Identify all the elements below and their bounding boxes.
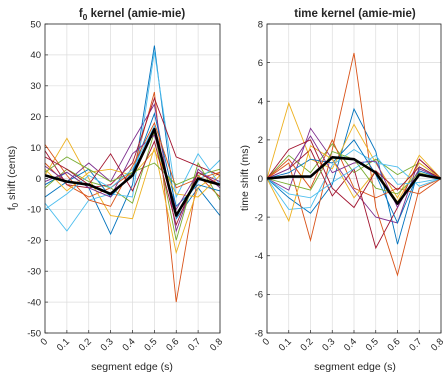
f0-series-line-7 xyxy=(44,96,221,189)
f0-y-tick-label: 0 xyxy=(36,174,41,185)
time-y-tick-label: -6 xyxy=(255,290,263,301)
f0-y-tick-label: -30 xyxy=(27,267,41,278)
time-series-line-11 xyxy=(266,135,442,209)
f0-y-tick-label: 20 xyxy=(30,112,41,123)
time-series-line-10 xyxy=(266,145,442,223)
f0-y-tick-label: -40 xyxy=(27,297,41,308)
time-x-tick-label: 0 xyxy=(261,336,273,348)
f0-y-tick-label: 10 xyxy=(30,143,41,154)
f0-series-line-11 xyxy=(44,134,221,211)
time-series-line-2 xyxy=(266,52,442,277)
f0-x-tick-label: 0.6 xyxy=(164,336,181,353)
f0-x-axis-label: segment edge (s) xyxy=(91,361,173,373)
time-plot-title: time kernel (amie-mie) xyxy=(294,8,416,20)
f0-y-tick-labels: -50 -40 -30 -20 -10 0 10 20 30 40 50 xyxy=(27,19,41,339)
time-x-tick-labels: 0 0.1 0.2 0.3 0.4 0.5 0.6 0.7 0.8 xyxy=(261,336,446,353)
f0-y-tick-label: 40 xyxy=(30,50,41,61)
time-y-axis-label: time shift (ms) xyxy=(239,145,251,211)
time-mean-line xyxy=(266,156,442,205)
f0-x-tick-label: 0.7 xyxy=(186,336,203,353)
f0-plot-title: f0 kernel (amie-mie) xyxy=(79,8,186,22)
f0-y-axis-label: f0 shift (cents) xyxy=(6,146,20,211)
f0-series-group xyxy=(44,45,221,303)
f0-y-tick-label: 30 xyxy=(30,81,41,92)
time-x-tick-label: 0.8 xyxy=(429,336,446,353)
f0-y-tick-label: -20 xyxy=(27,236,41,247)
time-x-tick-label: 0.5 xyxy=(364,336,381,353)
time-y-tick-label: 8 xyxy=(258,19,263,30)
f0-x-tick-label: 0.5 xyxy=(142,336,159,353)
f0-y-tick-label: -50 xyxy=(27,328,41,339)
time-x-axis-label: segment edge (s) xyxy=(314,361,396,373)
f0-x-tick-label: 0.3 xyxy=(99,336,116,353)
f0-series-line-3 xyxy=(44,137,221,255)
time-y-tick-label: 4 xyxy=(258,97,263,108)
time-kernel-plot: time kernel (amie-mie) -8 -6 -4 -2 0 2 4 6 8 0 0.… xyxy=(239,8,446,373)
time-x-tick-label: 0.2 xyxy=(298,336,315,353)
time-y-tick-label: 6 xyxy=(258,58,263,69)
time-y-tick-label: 0 xyxy=(258,174,263,185)
f0-kernel-plot: f0 kernel (amie-mie) -50 -40 -30 -20 -10 0 10 2… xyxy=(6,8,225,373)
f0-x-tick-label: 0.2 xyxy=(77,336,94,353)
time-series-line-1 xyxy=(266,107,442,245)
f0-x-tick-label: 0.4 xyxy=(120,336,137,353)
time-y-tick-label: -8 xyxy=(255,328,263,339)
f0-x-tick-label: 0.1 xyxy=(55,336,72,353)
time-x-tick-label: 0.4 xyxy=(342,336,359,353)
time-series-line-14 xyxy=(266,139,442,209)
f0-y-tick-label: -10 xyxy=(27,205,41,216)
f0-series-line-12 xyxy=(44,156,221,186)
time-y-tick-label: -2 xyxy=(255,212,263,223)
time-x-tick-label: 0.1 xyxy=(277,336,294,353)
time-y-tick-labels: -8 -6 -4 -2 0 2 4 6 8 xyxy=(255,19,263,339)
f0-y-tick-label: 50 xyxy=(30,19,41,30)
time-series-line-3 xyxy=(266,101,442,199)
time-series-line-5 xyxy=(266,142,442,179)
time-y-tick-label: -4 xyxy=(255,251,263,262)
time-axes-frame xyxy=(266,23,442,334)
time-x-tick-label: 0.3 xyxy=(320,336,337,353)
f0-x-tick-labels: 0 0.1 0.2 0.3 0.4 0.5 0.6 0.7 0.8 xyxy=(39,336,226,353)
f0-x-tick-label: 0 xyxy=(39,336,51,348)
time-x-tick-label: 0.7 xyxy=(407,336,424,353)
time-series-group xyxy=(266,52,442,277)
time-y-tick-label: 2 xyxy=(258,135,263,146)
f0-x-tick-label: 0.8 xyxy=(208,336,225,353)
f0-mean-line xyxy=(44,127,221,217)
time-series-line-9 xyxy=(266,138,442,199)
f0-axes-frame xyxy=(44,23,221,334)
f0-series-line-6 xyxy=(44,51,221,232)
time-x-tick-label: 0.6 xyxy=(385,336,402,353)
